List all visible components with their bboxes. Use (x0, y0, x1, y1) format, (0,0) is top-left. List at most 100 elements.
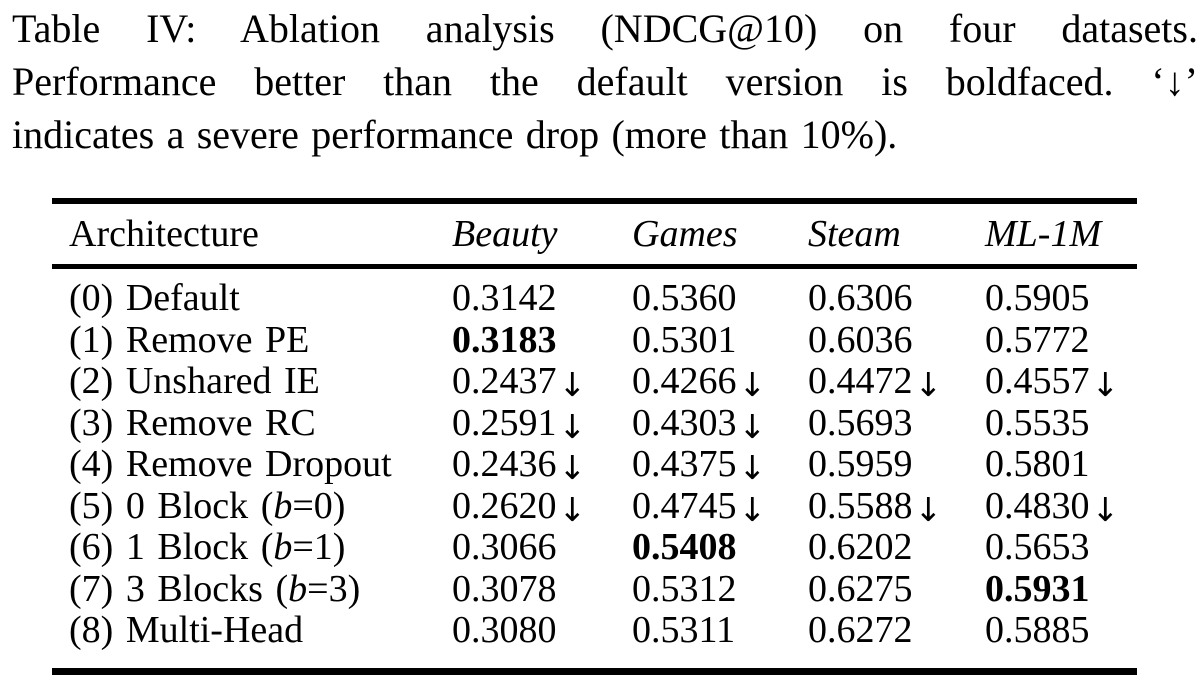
table-row: (2) Unshared IE 0.2437↓ 0.4266↓ 0.4472↓ … (52, 360, 1137, 404)
row-label-text: (2) Unshared IE (69, 360, 320, 402)
downarrow-icon: ↓ (558, 448, 587, 487)
row-label-text: =0) (292, 484, 346, 527)
metric-value: 0.4266 (632, 360, 737, 402)
row-label: (8) Multi-Head (52, 609, 452, 671)
downarrow-icon: ↓ (914, 489, 943, 529)
metric-value: 0.5653 (985, 526, 1090, 568)
row-label: (2) Unshared IE (52, 360, 452, 403)
metric-value: 0.5312 (632, 567, 737, 610)
row-label: (1) Remove PE (52, 318, 452, 362)
metric-value: 0.5885 (985, 609, 1090, 651)
downarrow-icon: ↓ (558, 365, 587, 404)
metric-cell: 0.6306 (808, 267, 985, 320)
row-label-text: (7) 3 Blocks ( (69, 567, 289, 610)
row-label-text: (5) 0 Block ( (69, 484, 274, 527)
metric-value: 0.4557 (985, 360, 1090, 402)
metric-value: 0.2437 (452, 360, 557, 402)
metric-cell: 0.4830↓ (985, 484, 1137, 529)
caption-line-3: indicates a severe performance drop (mor… (12, 112, 898, 157)
row-label-text: (6) 1 Block ( (69, 526, 274, 568)
metric-cell: 0.5959 (808, 443, 985, 486)
metric-value: 0.6306 (808, 277, 913, 319)
metric-value: 0.4830 (985, 484, 1090, 527)
table-row: (1) Remove PE 0.3183 0.5301 0.6036 0.577… (52, 318, 1137, 362)
row-label-text: (0) Default (69, 277, 240, 319)
row-label: (4) Remove Dropout (52, 443, 452, 486)
table-row: (8) Multi-Head 0.3080 0.5311 0.6272 0.58… (52, 609, 1137, 671)
metric-value: 0.4472 (808, 360, 913, 402)
metric-cell: 0.5408 (632, 526, 808, 569)
caption-line-1: Table IV: Ablation analysis (NDCG@10) on… (12, 6, 1198, 51)
table-row: (6) 1 Block (b=1) 0.3066 0.5408 0.6202 0… (52, 526, 1137, 569)
downarrow-icon: ↓ (1091, 489, 1120, 529)
metric-cell: 0.5885 (985, 609, 1137, 671)
metric-cell: 0.3142 (452, 267, 632, 320)
row-label-variable: b (288, 567, 308, 610)
metric-cell: 0.3078 (452, 567, 632, 611)
metric-value: 0.4303 (632, 401, 737, 444)
metric-cell: 0.5772 (985, 318, 1137, 362)
col-header-steam: Steam (808, 213, 901, 255)
metric-value: 0.5693 (808, 401, 913, 444)
metric-cell: 0.5535 (985, 402, 1137, 445)
metric-value: 0.2620 (452, 484, 557, 527)
ablation-table: Architecture Beauty Games Steam ML-1M (0… (52, 198, 1137, 675)
metric-value: 0.6202 (808, 526, 913, 568)
row-label-text: (4) Remove Dropout (69, 443, 392, 485)
metric-cell: 0.6275 (808, 567, 985, 611)
table-caption: Table IV: Ablation analysis (NDCG@10) on… (12, 2, 1198, 161)
metric-cell: 0.6202 (808, 526, 985, 569)
row-label-text: (8) Multi-Head (69, 609, 304, 651)
metric-value: 0.3142 (452, 277, 557, 319)
row-label: (7) 3 Blocks (b=3) (52, 567, 452, 611)
row-label: (3) Remove RC (52, 401, 452, 445)
metric-cell: 0.4303↓ (632, 401, 808, 446)
metric-cell: 0.4266↓ (632, 360, 808, 404)
table-row: (7) 3 Blocks (b=3) 0.3078 0.5312 0.6275 … (52, 567, 1137, 611)
metric-value: 0.5588 (808, 484, 913, 527)
metric-cell: 0.3183 (452, 319, 632, 362)
metric-cell: 0.3080 (452, 609, 632, 671)
metric-value: 0.5301 (632, 318, 737, 361)
metric-cell: 0.4472↓ (808, 360, 985, 404)
downarrow-icon: ↓ (738, 406, 767, 446)
table-row: (4) Remove Dropout 0.2436↓ 0.4375↓ 0.595… (52, 443, 1137, 487)
metric-value: 0.5360 (632, 277, 737, 319)
metric-cell: 0.2620↓ (452, 484, 632, 529)
metric-cell: 0.5653 (985, 526, 1137, 569)
col-header-games: Games (632, 213, 738, 255)
header-row: Architecture Beauty Games Steam ML-1M (52, 201, 1137, 267)
metric-value: 0.5311 (632, 609, 736, 651)
metric-value: 0.3078 (452, 567, 557, 610)
metric-cell: 0.5693 (808, 401, 985, 445)
metric-cell: 0.5931 (985, 568, 1137, 611)
metric-cell: 0.6036 (808, 319, 985, 362)
row-label: (5) 0 Block (b=0) (52, 484, 452, 528)
metric-value: 0.4375 (632, 443, 737, 485)
downarrow-icon: ↓ (558, 406, 587, 446)
downarrow-icon: ↓ (738, 365, 767, 404)
row-label-variable: b (273, 484, 293, 527)
metric-value: 0.5408 (632, 526, 737, 568)
downarrow-icon: ↓ (738, 489, 767, 529)
row-label: (6) 1 Block (b=1) (52, 526, 452, 569)
downarrow-icon: ↓ (558, 489, 587, 529)
table-row: (3) Remove RC 0.2591↓ 0.4303↓ 0.5693 0.5… (52, 401, 1137, 446)
caption-line-2: Performance better than the default vers… (12, 59, 1198, 104)
metric-value: 0.5959 (808, 443, 913, 485)
col-header-architecture: Architecture (69, 213, 259, 255)
metric-cell: 0.4375↓ (632, 443, 808, 487)
downarrow-icon: ↓ (1091, 365, 1120, 404)
metric-value: 0.2436 (452, 443, 557, 485)
metric-cell: 0.2436↓ (452, 443, 632, 487)
metric-value: 0.6275 (808, 567, 913, 610)
metric-cell: 0.5905 (985, 267, 1137, 320)
table-row: (0) Default 0.3142 0.5360 0.6306 0.5905 (52, 267, 1137, 320)
metric-cell: 0.5801 (985, 443, 1137, 486)
metric-cell: 0.5301 (632, 318, 808, 362)
metric-cell: 0.3066 (452, 526, 632, 569)
metric-value: 0.5772 (985, 318, 1090, 361)
row-label-text: (1) Remove PE (69, 318, 310, 361)
row-label-text: (3) Remove RC (69, 401, 316, 444)
metric-cell: 0.5312 (632, 567, 808, 611)
